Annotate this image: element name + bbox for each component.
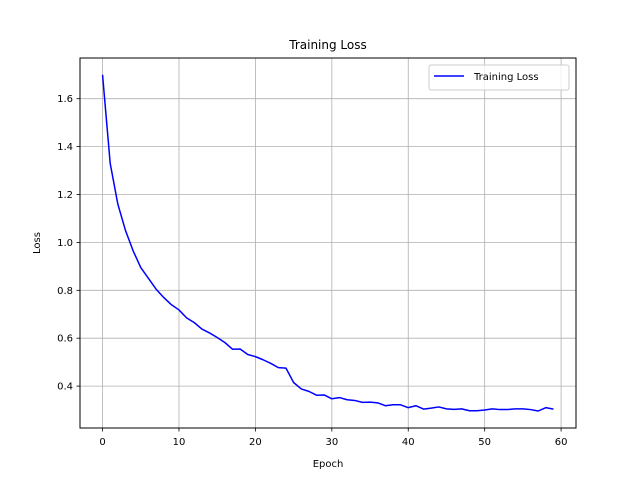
grid (80, 58, 576, 428)
y-tick-label: 1.0 (57, 238, 73, 249)
y-tick-label: 0.8 (57, 286, 73, 297)
chart-title: Training Loss (288, 38, 366, 52)
x-tick-label: 0 (99, 437, 105, 448)
x-ticks: 0 10 20 30 40 50 60 (99, 428, 567, 448)
legend-box (428, 64, 570, 91)
y-tick-label: 1.2 (57, 190, 73, 201)
y-tick-label: 1.6 (57, 94, 73, 105)
axes-frame (79, 57, 577, 429)
training-loss-line (101, 74, 554, 412)
x-tick-label: 20 (249, 437, 262, 448)
x-tick-label: 60 (555, 437, 568, 448)
x-tick-label: 30 (325, 437, 338, 448)
y-tick-label: 1.4 (57, 142, 73, 153)
legend: Training Loss (428, 64, 570, 91)
y-tick-label: 0.6 (57, 334, 73, 345)
series-layer (101, 74, 554, 412)
x-tick-label: 40 (402, 437, 415, 448)
x-tick-label: 50 (478, 437, 491, 448)
y-tick-label: 0.4 (57, 382, 73, 393)
legend-label-training-loss: Training Loss (473, 72, 539, 83)
y-axis-label: Loss (32, 232, 43, 254)
x-axis-label: Epoch (313, 459, 344, 470)
x-tick-label: 10 (173, 437, 186, 448)
y-ticks: 0.4 0.6 0.8 1.0 1.2 1.4 1.6 (57, 94, 80, 393)
